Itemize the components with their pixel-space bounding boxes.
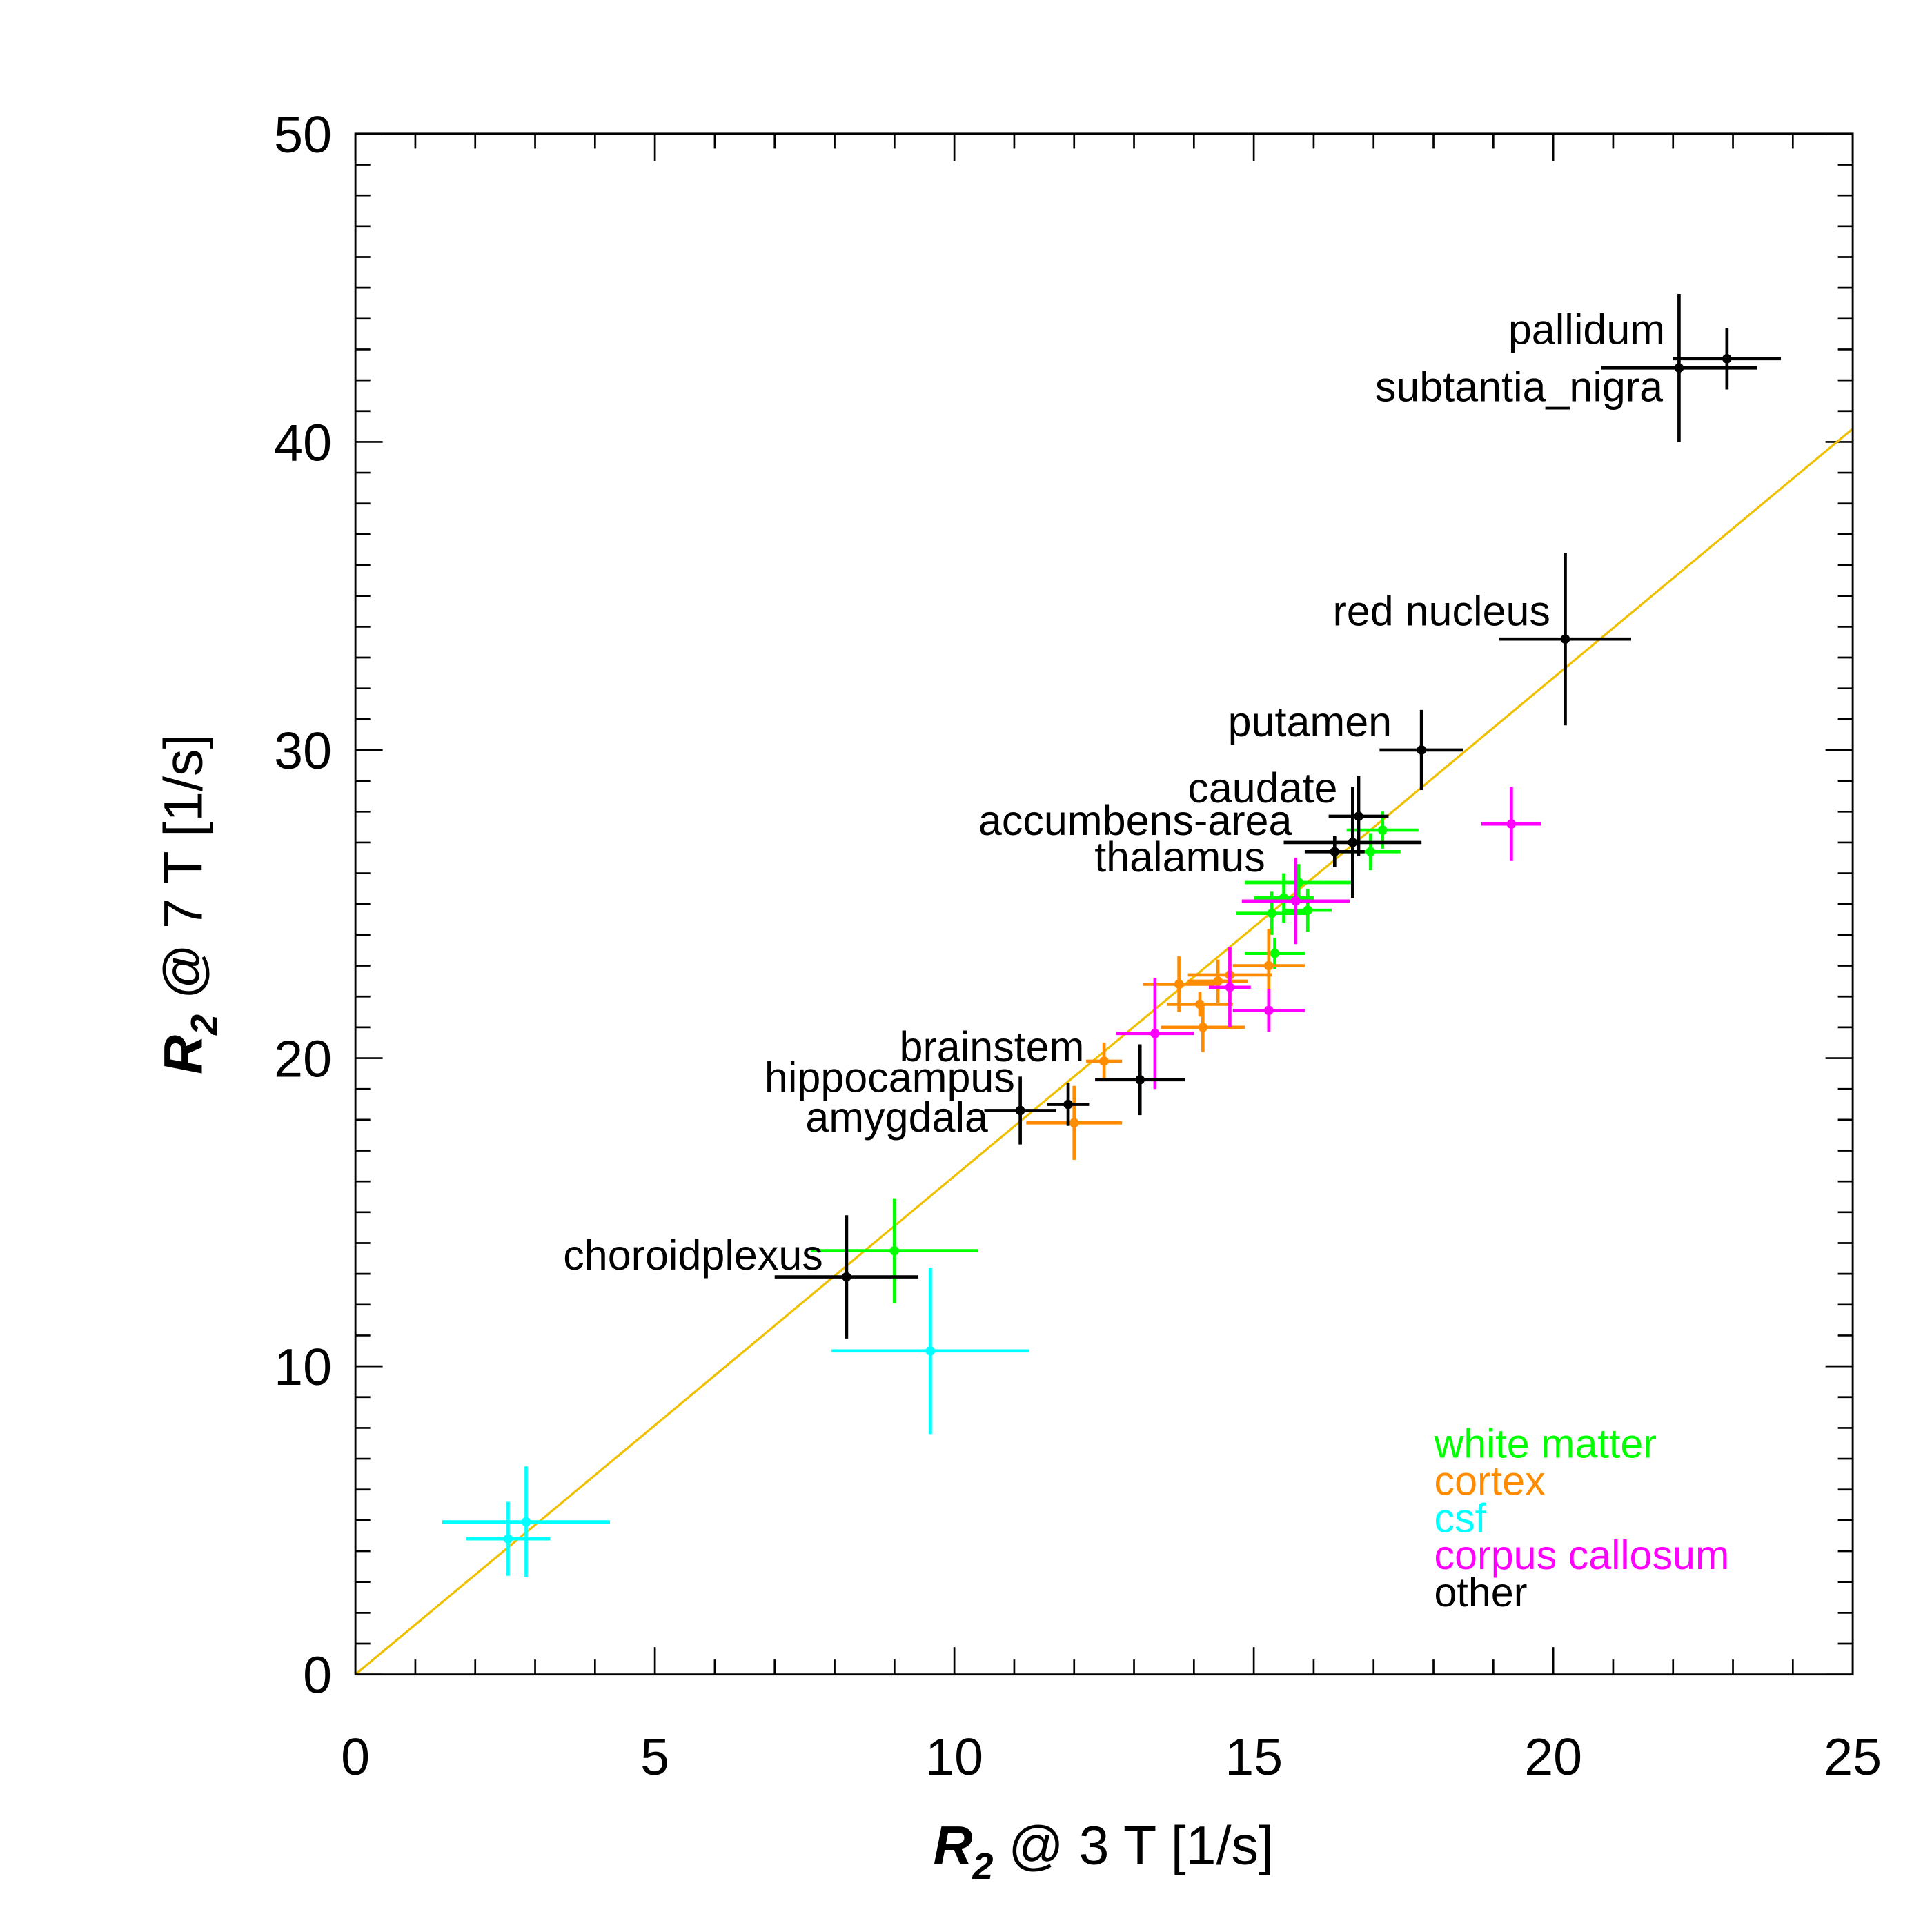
data-point (1330, 847, 1340, 857)
legend-entry: csf (1434, 1495, 1486, 1541)
data-point (1069, 1118, 1079, 1128)
x-tick-label: 0 (341, 1728, 370, 1786)
x-axis-subscript: 2 (972, 1846, 994, 1887)
point-label: caudate (1187, 765, 1337, 811)
data-point (1270, 948, 1280, 958)
data-point (1366, 847, 1376, 857)
data-point (925, 1346, 936, 1356)
data-point (1348, 838, 1358, 847)
data-point (1264, 960, 1274, 971)
legend-entry: cortex (1434, 1457, 1545, 1504)
y-axis-label: R2 @ 7 T [1/s] (153, 734, 226, 1074)
point-label: amygdala (805, 1094, 988, 1141)
point-label: choroidplexus (563, 1232, 823, 1279)
data-point (503, 1534, 513, 1544)
data-point (1063, 1099, 1073, 1110)
data-point (1417, 745, 1426, 755)
data-point (1174, 979, 1184, 989)
axis-ticks (354, 132, 1854, 1676)
point-label: red nucleus (1332, 587, 1550, 634)
x-tick-label: 15 (1225, 1728, 1283, 1786)
plot-frame (354, 132, 1854, 1676)
y-tick-label: 50 (274, 106, 332, 164)
y-tick-label: 10 (274, 1338, 332, 1396)
point-label: pallidum (1508, 306, 1665, 353)
data-point (1506, 819, 1517, 829)
point-label: thalamus (1094, 834, 1265, 880)
data-point (1198, 1023, 1208, 1032)
y-tick-label: 0 (303, 1646, 332, 1704)
point-label: hippocampus (765, 1054, 1015, 1101)
legend-entry: corpus callosum (1434, 1532, 1729, 1578)
legend-entry: other (1434, 1569, 1527, 1615)
tick-labels: 0 5 10 15 20 25 0 10 20 30 40 50 (274, 106, 1882, 1786)
x-tick-label: 20 (1524, 1728, 1582, 1786)
data-points (442, 294, 1781, 1577)
y-axis-symbol: R (153, 1035, 214, 1074)
y-tick-label: 30 (274, 722, 332, 780)
data-point (1015, 1105, 1025, 1116)
point-label: subtantia_nigra (1375, 364, 1663, 411)
x-axis-label: R2 @ 3 T [1/s] (934, 1815, 1274, 1887)
data-point (1291, 896, 1301, 906)
data-point (1225, 983, 1235, 992)
data-point (1377, 825, 1388, 835)
point-label: brainstem (900, 1023, 1085, 1070)
data-point (1150, 1028, 1160, 1038)
data-point (521, 1517, 531, 1527)
x-tick-label: 25 (1824, 1728, 1882, 1786)
point-label: accumbens-area (978, 797, 1292, 844)
x-tick-label: 5 (640, 1728, 669, 1786)
x-axis-text: @ 3 T [1/s] (993, 1815, 1273, 1875)
data-point (1213, 976, 1223, 986)
data-point (1722, 354, 1732, 364)
y-axis-text: @ 7 T [1/s] (153, 734, 214, 1014)
y-tick-label: 20 (274, 1029, 332, 1087)
x-axis-symbol: R (934, 1815, 973, 1875)
y-tick-label: 40 (274, 413, 332, 471)
data-point (1099, 1056, 1109, 1066)
data-point (889, 1245, 900, 1256)
data-point (1267, 908, 1276, 918)
data-point (1354, 811, 1363, 821)
data-point (1264, 1005, 1274, 1016)
point-label: putamen (1228, 698, 1392, 745)
data-point (1560, 634, 1570, 644)
data-point (1135, 1074, 1145, 1085)
x-tick-label: 10 (925, 1728, 983, 1786)
legend-entry: white matter (1433, 1421, 1657, 1467)
data-point (1674, 363, 1684, 373)
data-point (842, 1272, 851, 1282)
y-axis-subscript: 2 (184, 1014, 225, 1036)
